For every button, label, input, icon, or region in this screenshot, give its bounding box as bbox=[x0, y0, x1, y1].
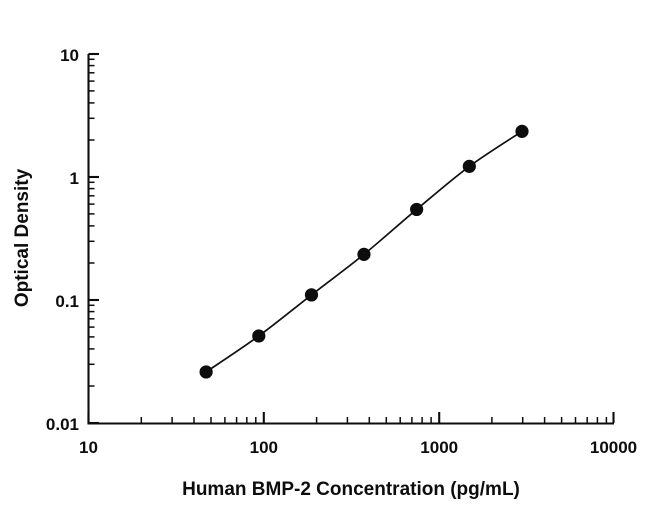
data-point bbox=[252, 329, 266, 343]
y-tick-label-2: 0.1 bbox=[55, 292, 79, 311]
y-axis-title: Optical Density bbox=[12, 168, 33, 307]
data-point bbox=[199, 365, 213, 379]
y-tick-label-3: 0.01 bbox=[46, 415, 79, 434]
data-point bbox=[304, 288, 319, 302]
y-tick-label-0: 10 bbox=[60, 46, 79, 65]
x-axis-title: Human BMP-2 Concentration (pg/mL) bbox=[182, 479, 520, 500]
data-point bbox=[357, 247, 371, 261]
series-markers bbox=[199, 124, 529, 379]
plot-axes bbox=[87, 54, 614, 425]
x-tick-label-0: 10 bbox=[79, 438, 98, 457]
x-axis-ticks bbox=[87, 412, 615, 423]
x-tick-label-3: 10000 bbox=[590, 438, 637, 457]
data-point bbox=[515, 124, 529, 138]
x-tick-labels: 10 100 1000 10000 bbox=[79, 438, 637, 457]
x-tick-label-1: 100 bbox=[250, 438, 278, 457]
y-axis-ticks bbox=[88, 52, 99, 425]
x-tick-label-2: 1000 bbox=[420, 438, 458, 457]
data-point bbox=[462, 159, 476, 173]
y-tick-labels: 10 1 0.1 0.01 bbox=[46, 46, 79, 434]
data-series-bmp2 bbox=[199, 124, 529, 379]
axis-lines bbox=[87, 54, 614, 425]
y-tick-label-1: 1 bbox=[70, 169, 79, 188]
data-point bbox=[410, 202, 424, 217]
